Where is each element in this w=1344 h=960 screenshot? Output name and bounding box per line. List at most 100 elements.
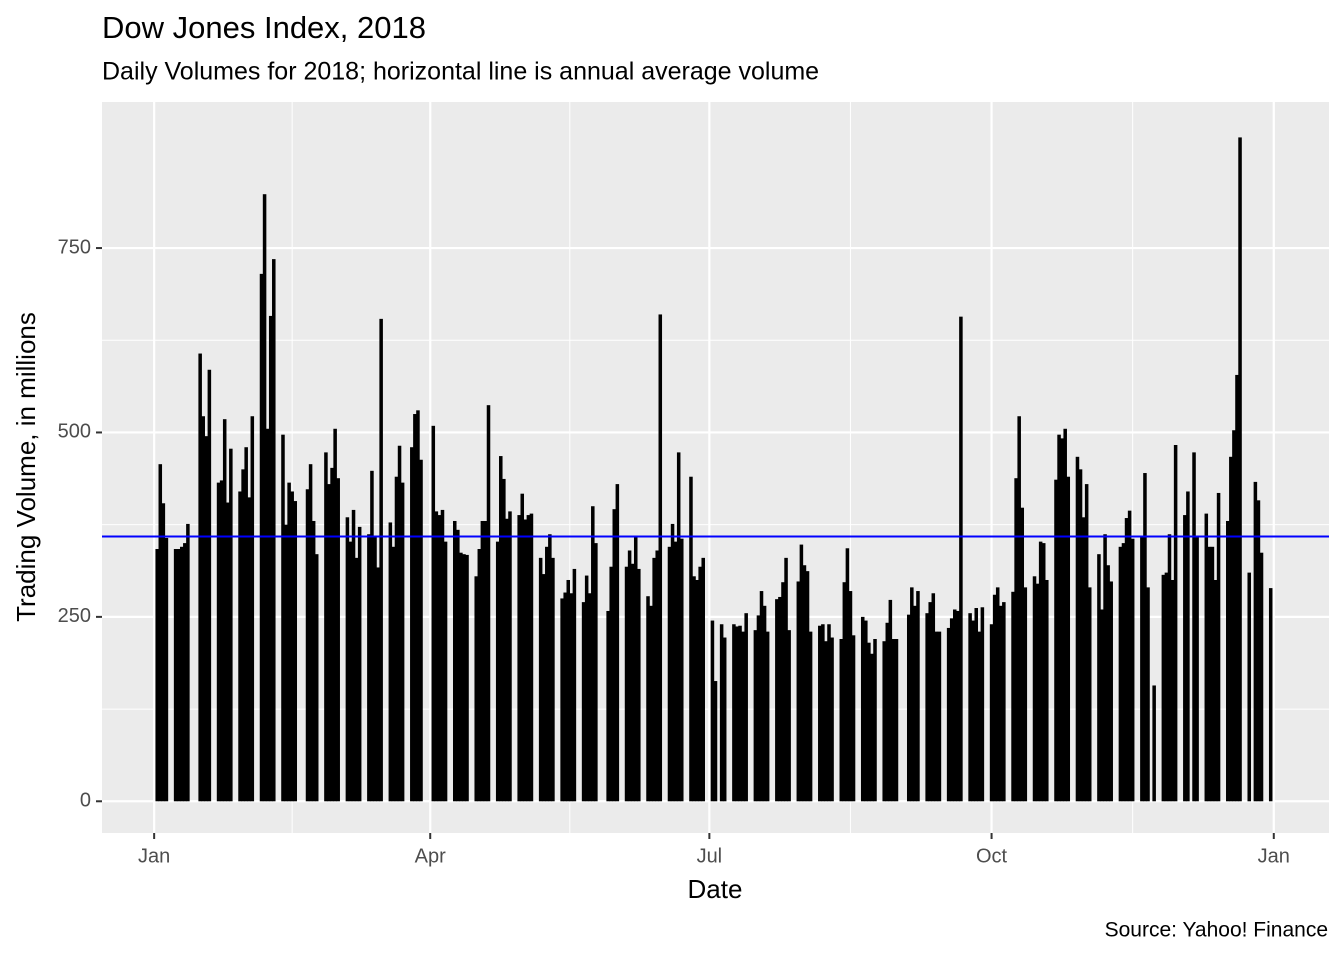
volume-bar — [201, 416, 205, 802]
volume-bar — [906, 614, 911, 802]
volume-bar — [584, 575, 589, 802]
volume-bar — [502, 478, 506, 802]
volume-bar — [848, 591, 853, 802]
volume-bar — [413, 414, 417, 802]
volume-bar — [563, 592, 567, 802]
volume-bar — [830, 637, 834, 802]
volume-bar — [719, 624, 724, 802]
volume-bar — [710, 620, 715, 802]
volume-bar — [410, 447, 414, 802]
volume-bar — [452, 520, 457, 802]
volume-bar — [548, 534, 552, 802]
volume-bar — [520, 493, 525, 802]
volume-bar — [1268, 588, 1273, 802]
volume-bar — [272, 259, 276, 802]
volume-bar — [1081, 517, 1086, 802]
volume-bar — [992, 594, 997, 802]
y-tick-label: 500 — [58, 421, 91, 443]
volume-bar — [459, 552, 463, 802]
volume-bar — [416, 410, 420, 802]
volume-bar — [1054, 479, 1058, 802]
volume-bar — [1045, 579, 1049, 802]
volume-bar — [440, 509, 445, 802]
volume-bar — [456, 529, 460, 802]
volume-bar — [164, 537, 169, 802]
volume-bar — [698, 566, 702, 802]
volume-bar — [1259, 552, 1264, 802]
volume-bar — [765, 631, 770, 802]
volume-bar — [538, 557, 543, 802]
volume-bar — [1087, 587, 1092, 802]
volume-bar — [1002, 602, 1006, 802]
volume-bar — [1173, 445, 1178, 802]
x-tick-label: Apr — [415, 845, 446, 867]
volume-bar — [1226, 520, 1230, 802]
volume-bar — [606, 610, 610, 802]
volume-bar — [615, 484, 620, 802]
volume-bar — [1192, 452, 1196, 802]
volume-bar — [345, 517, 350, 802]
volume-bar — [1186, 491, 1190, 802]
volume-bar — [989, 624, 994, 802]
volume-bar — [652, 557, 656, 802]
volume-bar — [1106, 565, 1110, 802]
chart-title: Dow Jones Index, 2018 — [102, 10, 426, 45]
volume-bar — [885, 622, 890, 802]
volume-bar — [1038, 541, 1043, 802]
volume-bar — [910, 587, 914, 802]
volume-bar — [928, 602, 932, 802]
volume-bar — [630, 563, 635, 802]
volume-bar — [627, 550, 632, 802]
volume-bar — [1235, 374, 1239, 802]
volume-bar — [158, 464, 163, 802]
volume-bar — [183, 543, 187, 802]
volume-bar — [1084, 484, 1089, 802]
volume-bar — [1118, 546, 1123, 802]
volume-bar — [722, 637, 727, 802]
volume-bar — [250, 416, 255, 802]
volume-bar — [176, 549, 181, 802]
volume-bar — [207, 369, 212, 802]
volume-bar — [695, 579, 699, 802]
volume-bar — [431, 425, 436, 802]
volume-bar — [692, 576, 696, 802]
volume-bar — [799, 544, 804, 802]
volume-bar — [673, 541, 678, 802]
volume-bar — [778, 596, 782, 802]
volume-bar — [247, 497, 252, 802]
volume-bar — [1032, 576, 1037, 802]
volume-bar — [864, 620, 868, 802]
volume-bar — [486, 405, 491, 802]
volume-bar — [612, 509, 617, 802]
volume-bar — [787, 630, 791, 802]
volume-bar — [370, 470, 374, 802]
volume-bar — [860, 616, 865, 802]
volume-bar — [357, 526, 362, 802]
volume-bar — [808, 631, 813, 802]
volume-bar — [916, 591, 920, 802]
volume-bar — [888, 599, 893, 802]
volume-bar — [348, 541, 353, 802]
volume-bar — [1078, 469, 1083, 802]
volume-bar — [1152, 685, 1156, 802]
volume-bar — [351, 509, 356, 802]
volume-bar — [262, 194, 267, 802]
volume-bar — [913, 605, 917, 802]
volume-bar — [1204, 513, 1209, 802]
volume-bar — [569, 593, 574, 802]
volume-bar — [873, 639, 877, 802]
volume-bar — [529, 513, 534, 802]
volume-bar — [867, 642, 871, 802]
volume-bar — [1057, 434, 1061, 802]
volume-bar — [566, 579, 571, 802]
volume-bar — [314, 554, 319, 802]
volume-bar — [934, 631, 939, 802]
volume-bar — [818, 625, 822, 802]
volume-bar — [701, 557, 705, 802]
x-tick-label: Jul — [697, 845, 723, 867]
volume-bar — [391, 546, 396, 802]
volume-bar — [646, 596, 650, 802]
volume-bar — [560, 598, 564, 802]
volume-bar — [499, 456, 503, 802]
volume-bar — [971, 620, 975, 802]
